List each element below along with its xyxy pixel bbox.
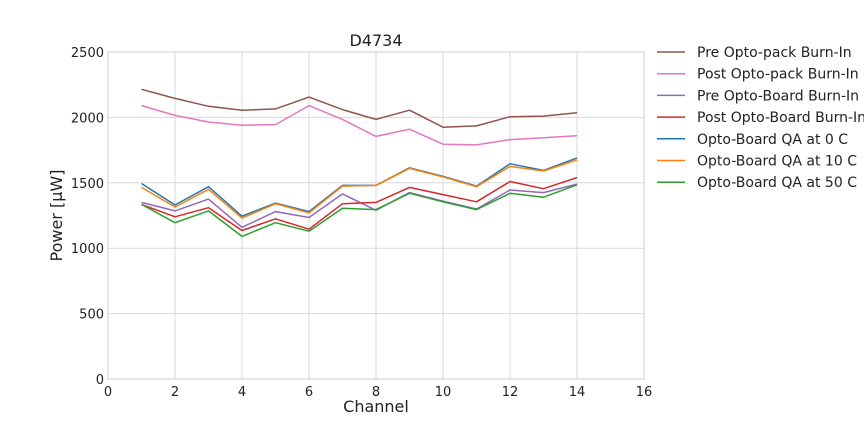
- y-tick-label: 500: [79, 308, 104, 323]
- x-tick-label: 6: [305, 385, 313, 400]
- series-line-2: [141, 104, 578, 146]
- x-tick-label: 4: [238, 385, 246, 400]
- y-tick-label: 0: [96, 373, 104, 388]
- x-tick-label: 2: [171, 385, 179, 400]
- x-tick-label: 16: [636, 385, 653, 400]
- legend: Pre Opto-pack Burn-In Post Opto-pack Burn…: [657, 45, 864, 191]
- legend-label: Opto-Board QA at 0 C: [697, 132, 848, 148]
- x-tick-label: 14: [569, 385, 586, 400]
- y-tick-label: 2500: [71, 46, 104, 61]
- legend-label: Pre Opto-Board Burn-In: [697, 88, 859, 104]
- x-tick-label: 8: [372, 385, 380, 400]
- y-tick-label: 1000: [71, 242, 104, 257]
- y-tick-label: 2000: [71, 111, 104, 126]
- legend-label: Opto-Board QA at 50 C: [697, 175, 857, 191]
- series-line-7: [141, 184, 578, 238]
- y-tick-label: 1500: [71, 177, 104, 192]
- series-line-3: [141, 183, 578, 229]
- x-tick-label: 10: [435, 385, 452, 400]
- series-lines: [141, 88, 578, 238]
- x-tick-label: 0: [104, 385, 112, 400]
- legend-label: Opto-Board QA at 10 C: [697, 154, 857, 170]
- legend-label: Post Opto-pack Burn-In: [697, 67, 859, 83]
- x-tick-label: 12: [502, 385, 519, 400]
- chart-title: D4734: [349, 31, 402, 50]
- y-axis-label: Power [μW]: [47, 170, 66, 262]
- plot-frame: [107, 51, 645, 380]
- series-line-6: [141, 159, 578, 219]
- tick-labels: 0 2 4 6 8 10 12 14 16 0 500 1000 1500 2000 2500: [71, 46, 652, 400]
- x-axis-label: Channel: [343, 397, 409, 416]
- series-line-4: [141, 176, 578, 232]
- legend-label: Post Opto-Board Burn-In: [697, 110, 864, 126]
- legend-label: Pre Opto-pack Burn-In: [697, 45, 852, 61]
- series-line-1: [141, 88, 578, 128]
